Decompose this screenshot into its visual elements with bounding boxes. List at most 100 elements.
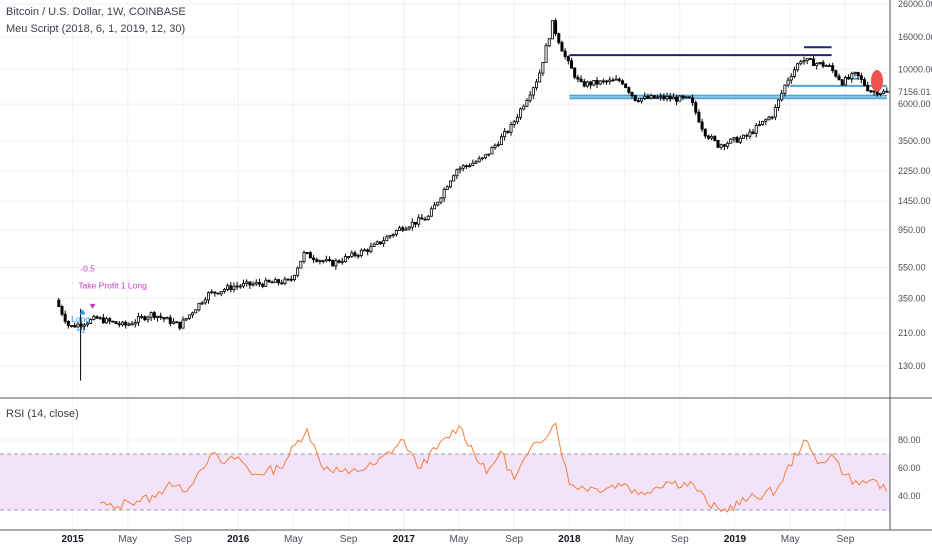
candle[interactable] [764, 118, 768, 125]
candle[interactable] [792, 66, 796, 79]
candle[interactable] [101, 313, 105, 324]
candle[interactable] [617, 77, 621, 83]
candle[interactable] [770, 115, 774, 120]
candle[interactable] [697, 109, 701, 123]
candle[interactable] [417, 214, 421, 228]
candle[interactable] [611, 77, 615, 82]
candle[interactable] [684, 96, 688, 99]
candle[interactable] [442, 187, 446, 202]
candle[interactable] [391, 233, 395, 238]
candle[interactable] [700, 118, 704, 132]
candle[interactable] [863, 77, 867, 87]
candle[interactable] [308, 251, 312, 259]
candle[interactable] [273, 277, 277, 283]
candle[interactable] [264, 277, 268, 287]
candle[interactable] [719, 143, 723, 150]
candle[interactable] [359, 248, 363, 258]
candle[interactable] [528, 91, 532, 103]
candle[interactable] [506, 130, 510, 134]
candle[interactable] [576, 74, 580, 83]
candle[interactable] [464, 164, 468, 169]
candle[interactable] [289, 275, 293, 282]
symbol-legend[interactable]: Bitcoin / U.S. Dollar, 1W, COINBASE [6, 6, 186, 18]
level-lines[interactable] [569, 46, 887, 100]
candle[interactable] [114, 321, 118, 325]
candle[interactable] [146, 315, 150, 323]
candle[interactable] [423, 216, 427, 221]
candle[interactable] [522, 104, 526, 111]
candle[interactable] [388, 234, 392, 239]
candle[interactable] [149, 311, 153, 322]
candle[interactable] [203, 296, 207, 305]
candle[interactable] [681, 94, 685, 101]
candle[interactable] [222, 288, 226, 294]
candle[interactable] [277, 278, 281, 286]
candle[interactable] [856, 71, 860, 80]
candle[interactable] [449, 180, 453, 189]
candle[interactable] [398, 225, 402, 231]
candle[interactable] [353, 250, 357, 258]
rsi-line[interactable] [100, 422, 888, 513]
candle[interactable] [570, 57, 574, 69]
candle[interactable] [159, 312, 163, 320]
candle[interactable] [378, 241, 382, 246]
candle[interactable] [605, 79, 609, 85]
candle[interactable] [407, 225, 411, 231]
candle[interactable] [636, 98, 640, 103]
candle[interactable] [566, 55, 570, 65]
candle[interactable] [477, 155, 481, 163]
candle[interactable] [57, 298, 61, 308]
candle[interactable] [382, 236, 386, 247]
candle[interactable] [270, 280, 274, 284]
candle[interactable] [213, 291, 217, 297]
candle[interactable] [480, 157, 484, 161]
candle[interactable] [66, 320, 70, 329]
candle[interactable] [799, 59, 803, 66]
candle[interactable] [729, 138, 733, 144]
candle[interactable] [531, 86, 535, 99]
candle[interactable] [143, 315, 147, 322]
candle[interactable] [168, 314, 172, 327]
candle[interactable] [350, 250, 354, 258]
candle[interactable] [726, 141, 730, 149]
candle[interactable] [783, 84, 787, 97]
candle[interactable] [245, 279, 249, 287]
candle[interactable] [92, 314, 96, 321]
candle[interactable] [484, 154, 488, 160]
candle[interactable] [455, 168, 459, 180]
candle[interactable] [703, 128, 707, 139]
candle[interactable] [550, 20, 554, 40]
candle[interactable] [859, 72, 863, 84]
candle[interactable] [786, 77, 790, 88]
candle[interactable] [312, 254, 316, 264]
candle[interactable] [76, 322, 80, 328]
candle[interactable] [331, 259, 335, 267]
candle[interactable] [136, 312, 140, 326]
candle[interactable] [789, 73, 793, 84]
candle[interactable] [458, 166, 462, 174]
candle[interactable] [515, 114, 519, 125]
candle[interactable] [831, 62, 835, 73]
candle[interactable] [812, 55, 816, 66]
candle[interactable] [496, 141, 500, 148]
candle[interactable] [490, 146, 494, 155]
candle[interactable] [401, 225, 405, 233]
rsi-legend[interactable]: RSI (14, close) [6, 408, 79, 420]
candle[interactable] [286, 278, 290, 281]
candle[interactable] [630, 91, 634, 99]
candle[interactable] [627, 86, 631, 95]
candle[interactable] [191, 311, 195, 319]
candle[interactable] [649, 93, 653, 100]
candle[interactable] [410, 218, 414, 231]
candle[interactable] [585, 80, 589, 88]
candle[interactable] [659, 93, 663, 101]
candle[interactable] [538, 69, 542, 83]
candle[interactable] [413, 221, 417, 228]
candle[interactable] [280, 279, 284, 285]
candle[interactable] [885, 87, 889, 93]
candle[interactable] [178, 321, 182, 331]
candle[interactable] [509, 121, 513, 136]
candle[interactable] [761, 120, 765, 126]
candle[interactable] [620, 79, 624, 85]
